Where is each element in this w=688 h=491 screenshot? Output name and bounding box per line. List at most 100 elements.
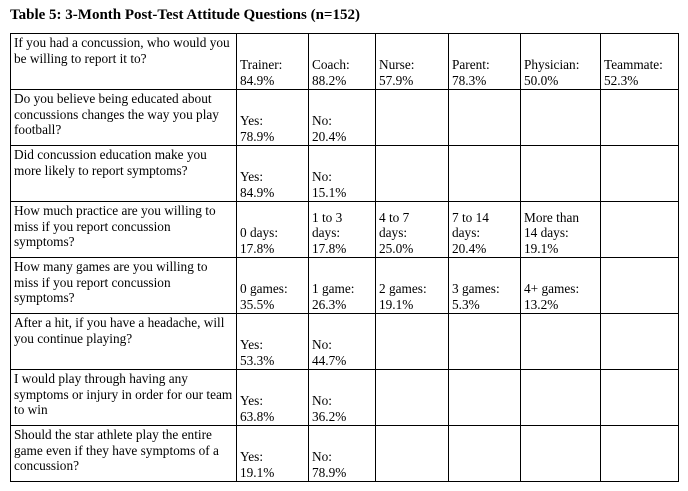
question-cell: How many games are you willing to miss i…	[10, 257, 237, 314]
answer-cell: Parent: 78.3%	[448, 33, 521, 90]
answer-cell: No: 36.2%	[308, 369, 376, 426]
answer-cell	[520, 145, 601, 202]
answer-cell: 0 days: 17.8%	[236, 201, 309, 258]
answer-cell: 4+ games: 13.2%	[520, 257, 601, 314]
answer-value: 78.3%	[452, 72, 487, 88]
answer-value: 26.3%	[312, 296, 347, 312]
answer-cell: Nurse: 57.9%	[375, 33, 449, 90]
answer-label: No:	[312, 449, 332, 464]
answer-value: 19.1%	[240, 464, 275, 480]
answer-value: 88.2%	[312, 72, 347, 88]
answer-label: 0 games:	[240, 281, 288, 296]
answer-cell: 4 to 7 days: 25.0%	[375, 201, 449, 258]
answer-value: 84.9%	[240, 184, 275, 200]
answer-cell	[448, 89, 521, 146]
answer-value: 15.1%	[312, 184, 347, 200]
answer-cell: 3 games: 5.3%	[448, 257, 521, 314]
answer-label: Teammate:	[604, 57, 663, 72]
answer-cell: 7 to 14 days: 20.4%	[448, 201, 521, 258]
answer-cell: 1 game: 26.3%	[308, 257, 376, 314]
answer-label: 1 to 3 days:	[312, 209, 343, 241]
answer-cell: 2 games: 19.1%	[375, 257, 449, 314]
question-cell: I would play through having any symptoms…	[10, 369, 237, 426]
answer-value: 5.3%	[452, 296, 480, 312]
answer-label: Physician:	[524, 57, 580, 72]
answer-cell: Yes: 53.3%	[236, 313, 309, 370]
answer-value: 35.5%	[240, 296, 275, 312]
question-cell: After a hit, if you have a headache, wil…	[10, 313, 237, 370]
answer-cell	[375, 313, 449, 370]
answer-value: 13.2%	[524, 296, 559, 312]
table-row: How many games are you willing to miss i…	[10, 257, 679, 314]
answer-cell: No: 44.7%	[308, 313, 376, 370]
table-body: If you had a concussion, who would you b…	[10, 33, 679, 482]
answer-value: 78.9%	[312, 464, 347, 480]
answer-value: 78.9%	[240, 128, 275, 144]
answer-cell	[600, 257, 679, 314]
answer-cell: Physician: 50.0%	[520, 33, 601, 90]
answer-cell	[600, 425, 679, 482]
answer-cell: Teammate: 52.3%	[600, 33, 679, 90]
answer-value: 17.8%	[240, 240, 275, 256]
answer-cell: Yes: 84.9%	[236, 145, 309, 202]
answer-label: 0 days:	[240, 225, 279, 240]
answer-cell	[520, 425, 601, 482]
answer-cell	[375, 89, 449, 146]
answer-cell: No: 78.9%	[308, 425, 376, 482]
answer-label: Yes:	[240, 169, 264, 184]
answer-value: 36.2%	[312, 408, 347, 424]
table-row: Should the star athlete play the entire …	[10, 425, 679, 482]
answer-cell	[448, 313, 521, 370]
answer-value: 19.1%	[524, 240, 559, 256]
question-cell: Do you believe being educated about conc…	[10, 89, 237, 146]
answer-cell	[448, 145, 521, 202]
table-caption: Table 5: 3-Month Post-Test Attitude Ques…	[10, 7, 360, 23]
answer-label: No:	[312, 113, 332, 128]
answer-value: 84.9%	[240, 72, 275, 88]
answer-label: 4 to 7 days:	[379, 209, 410, 241]
question-cell: Should the star athlete play the entire …	[10, 425, 237, 482]
answer-cell: No: 20.4%	[308, 89, 376, 146]
table-row: How much practice are you willing to mis…	[10, 201, 679, 258]
answer-label: Yes:	[240, 337, 264, 352]
answer-cell: Yes: 63.8%	[236, 369, 309, 426]
answer-label: No:	[312, 393, 332, 408]
answer-label: 4+ games:	[524, 281, 580, 296]
table-row: I would play through having any symptoms…	[10, 369, 679, 426]
answer-value: 63.8%	[240, 408, 275, 424]
answer-cell: Coach: 88.2%	[308, 33, 376, 90]
answer-cell	[600, 313, 679, 370]
answer-value: 17.8%	[312, 240, 347, 256]
answer-cell	[600, 369, 679, 426]
table-row: Do you believe being educated about conc…	[10, 89, 679, 146]
answer-label: Yes:	[240, 393, 264, 408]
answer-value: 20.4%	[452, 240, 487, 256]
answer-cell: More than 14 days: 19.1%	[520, 201, 601, 258]
answer-label: No:	[312, 169, 332, 184]
table-row: After a hit, if you have a headache, wil…	[10, 313, 679, 370]
answer-cell	[600, 89, 679, 146]
answer-value: 44.7%	[312, 352, 347, 368]
answer-cell	[448, 425, 521, 482]
answer-label: Trainer:	[240, 57, 283, 72]
answer-cell: 0 games: 35.5%	[236, 257, 309, 314]
table-row: Did concussion education make you more l…	[10, 145, 679, 202]
answer-value: 50.0%	[524, 72, 559, 88]
answer-cell	[375, 425, 449, 482]
answer-cell	[448, 369, 521, 426]
answer-label: 3 games:	[452, 281, 500, 296]
answer-label: Yes:	[240, 113, 264, 128]
question-cell: If you had a concussion, who would you b…	[10, 33, 237, 90]
answer-cell	[375, 145, 449, 202]
answer-label: More than 14 days:	[524, 209, 580, 241]
answer-cell: No: 15.1%	[308, 145, 376, 202]
answer-value: 19.1%	[379, 296, 414, 312]
answer-value: 52.3%	[604, 72, 639, 88]
answer-label: 7 to 14 days:	[452, 209, 489, 241]
answer-cell: Yes: 78.9%	[236, 89, 309, 146]
answer-label: No:	[312, 337, 332, 352]
answer-value: 25.0%	[379, 240, 414, 256]
answer-cell	[375, 369, 449, 426]
answer-label: 2 games:	[379, 281, 427, 296]
answer-label: Coach:	[312, 57, 350, 72]
